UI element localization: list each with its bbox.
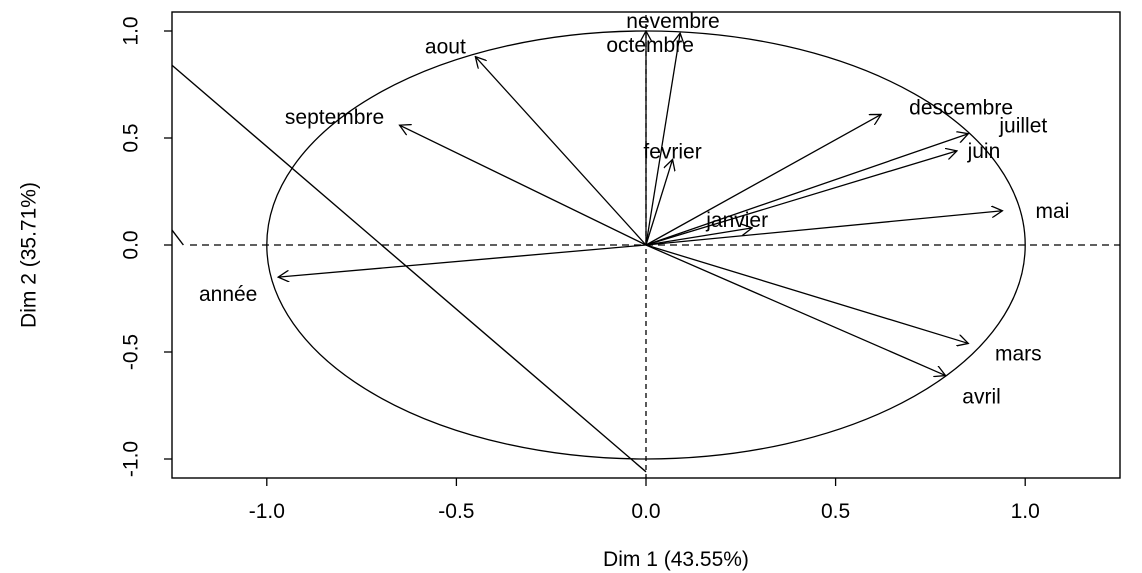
- label-janvier: janvier: [705, 209, 768, 232]
- arrow-fevrier: [645, 159, 673, 246]
- y-tick-label-1: -0.5: [120, 334, 143, 370]
- y-tick-label-3: 0.5: [120, 123, 143, 152]
- label-aout: aout: [425, 36, 466, 59]
- plot-layer: -1.0 -0.5 0.0 0.5 1.0 -1.0 -0.5 0.0 0.5 1.0 Dim 1 …: [18, 10, 1121, 571]
- label-juillet: juillet: [998, 115, 1047, 138]
- x-tick-label-1: -0.5: [438, 500, 474, 523]
- label-fevrier: fevrier: [643, 140, 701, 163]
- x-axis-label: Dim 1 (43.55%): [603, 548, 749, 571]
- label-octembre: octembre: [606, 34, 694, 57]
- arrow-octembre: [645, 33, 680, 246]
- x-tick-label-4: 1.0: [1011, 500, 1040, 523]
- label-nevembre: nevembre: [626, 10, 719, 33]
- label-mars: mars: [995, 342, 1042, 365]
- arrow-juin: [645, 151, 957, 246]
- label-mai: mai: [1036, 200, 1070, 223]
- label-avril: avril: [962, 386, 1001, 409]
- y-tick-label-2: 0.0: [120, 230, 143, 259]
- extra-line-0: [171, 64, 647, 473]
- x-tick-label-2: 0.0: [631, 500, 660, 523]
- label-juin: juin: [967, 140, 1001, 163]
- arrow-mars: [645, 244, 968, 343]
- y-tick-label-0: -1.0: [120, 441, 143, 477]
- label-annee: année: [199, 283, 257, 306]
- x-tick-label-3: 0.5: [821, 500, 850, 523]
- arrow-aout: [475, 57, 647, 246]
- arrow-juillet: [645, 134, 968, 246]
- y-tick-label-4: 1.0: [120, 16, 143, 45]
- arrow-mai: [645, 211, 1002, 246]
- x-tick-label-0: -1.0: [249, 500, 285, 523]
- y-axis-label: Dim 2 (35.71%): [18, 182, 41, 328]
- arrow-annee: [278, 244, 647, 277]
- arrow-septembre: [400, 125, 647, 246]
- label-septembre: septembre: [285, 106, 384, 129]
- extra-line-1: [171, 229, 184, 246]
- arrow-descembre: [645, 114, 881, 246]
- arrow-avril: [645, 244, 946, 376]
- arrow-janvier: [645, 228, 752, 246]
- label-descembre: descembre: [909, 96, 1013, 119]
